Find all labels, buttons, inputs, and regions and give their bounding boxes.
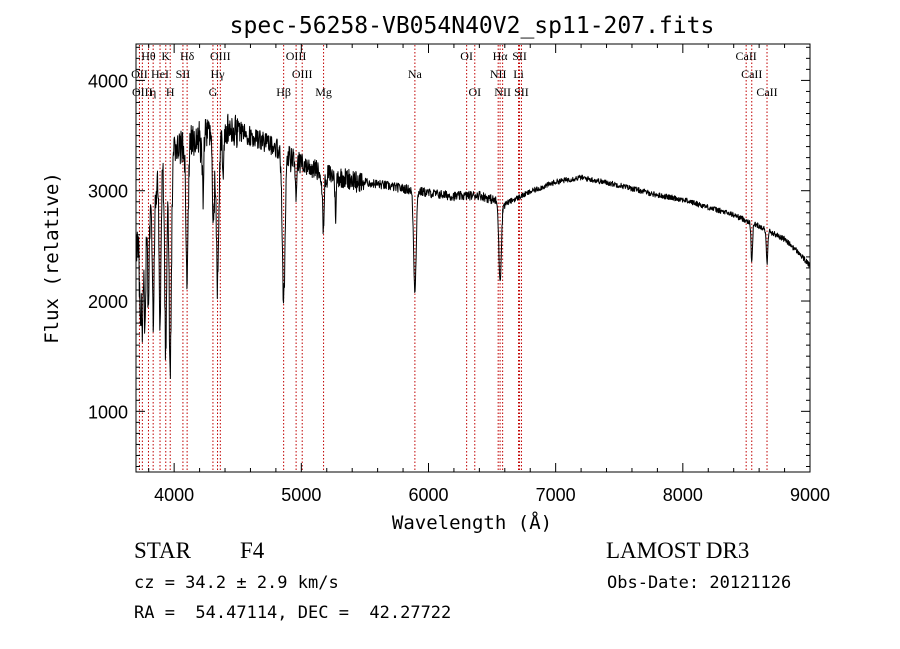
line-label: OIII — [292, 67, 313, 81]
x-tick-label: 7000 — [536, 485, 576, 505]
line-label: Hθ — [141, 49, 156, 63]
x-tick-label: 6000 — [408, 485, 448, 505]
object-class: STAR — [134, 538, 191, 563]
line-label: K — [161, 49, 170, 63]
line-label: SII — [514, 85, 529, 99]
x-axis-label: Wavelength (Å) — [392, 511, 552, 534]
line-label: H — [166, 85, 175, 99]
line-label: SII — [512, 49, 527, 63]
line-label: η — [150, 85, 156, 99]
spectral-subclass: F4 — [240, 538, 265, 563]
spectrum-series-line — [136, 113, 810, 379]
line-label: Hδ — [180, 49, 195, 63]
y-tick-label: 3000 — [88, 182, 128, 202]
y-axis-label: Flux (relative) — [41, 172, 63, 344]
x-tick-label: 5000 — [281, 485, 321, 505]
coordinates-readout: RA = 54.47114, DEC = 42.27722 — [134, 603, 452, 623]
y-tick-label: 1000 — [88, 402, 128, 422]
y-tick-label: 4000 — [88, 71, 128, 91]
survey-name: LAMOST DR3 — [606, 538, 750, 563]
line-label: OII — [131, 67, 148, 81]
y-axis-ticks: 1000 2000 3000 4000 — [88, 46, 810, 467]
observation-date: Obs-Date: 20121126 — [607, 573, 792, 593]
x-tick-label: 9000 — [790, 485, 830, 505]
line-label: Hγ — [211, 67, 226, 81]
line-label: Hα — [493, 49, 509, 63]
chart-title: spec-56258-VB054N40V2_sp11-207.fits — [230, 13, 715, 39]
line-label: G — [209, 85, 218, 99]
x-axis-ticks: 4000 5000 6000 7000 8000 9000 — [148, 44, 830, 505]
line-label: NII — [494, 85, 511, 99]
line-label: OI — [460, 49, 473, 63]
line-label: HeI — [151, 67, 169, 81]
line-label: SII — [176, 67, 191, 81]
plot-frame — [135, 43, 811, 473]
x-tick-label: 8000 — [663, 485, 703, 505]
line-label: CaII — [741, 67, 762, 81]
line-label: CaII — [756, 85, 777, 99]
emission-absorption-marker-lines — [138, 45, 768, 471]
line-label: OIII — [286, 49, 307, 63]
line-label: Li — [513, 67, 524, 81]
line-label: CaII — [735, 49, 756, 63]
line-label: Mg — [315, 85, 332, 99]
line-label: OIII — [132, 85, 153, 99]
line-label: Hβ — [276, 85, 291, 99]
line-label: Na — [408, 67, 423, 81]
line-label: OIII — [210, 49, 231, 63]
x-tick-label: 4000 — [154, 485, 194, 505]
line-label: OI — [468, 85, 481, 99]
line-label: NII — [490, 67, 507, 81]
redshift-readout: cz = 34.2 ± 2.9 km/s — [134, 573, 339, 593]
y-tick-label: 2000 — [88, 292, 128, 312]
